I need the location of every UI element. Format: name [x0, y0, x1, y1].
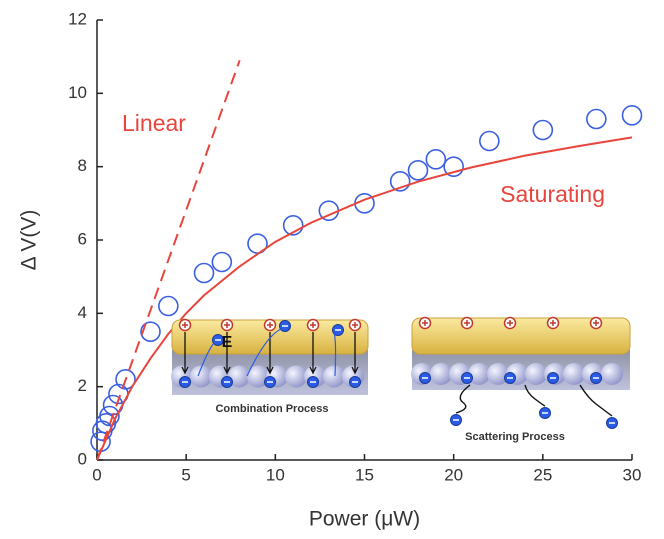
field-label: E [222, 334, 233, 351]
data-point [443, 156, 464, 177]
recombine-path [333, 332, 337, 377]
x-tick-label: 5 [181, 465, 190, 484]
recombine-path [246, 328, 282, 377]
y-tick-label: 8 [78, 156, 87, 175]
y-tick-label: 0 [78, 449, 87, 468]
x-tick-label: 0 [92, 465, 101, 484]
data-point [115, 369, 136, 390]
y-tick-label: 4 [78, 303, 87, 322]
data-point [586, 108, 607, 130]
hole-sign [224, 322, 230, 328]
hole-sign [550, 320, 556, 326]
data-point [425, 149, 447, 170]
scatter-path [579, 384, 613, 417]
curve-label: Saturating [500, 181, 605, 207]
x-tick-label: 15 [355, 465, 374, 484]
data-point [389, 171, 411, 192]
x-tick-label: 25 [533, 465, 552, 484]
data-point [407, 160, 429, 181]
fit-line [96, 136, 633, 461]
data-point [479, 130, 500, 152]
plot-area: Linear Saturating [90, 59, 643, 461]
inset-caption: Combination Process [215, 403, 328, 415]
field-arrow [309, 332, 317, 375]
field-arrow [181, 332, 189, 375]
data-point [211, 251, 233, 273]
hole-sign [593, 320, 599, 326]
atom [285, 365, 307, 388]
atom [487, 363, 509, 385]
hole-sign [267, 322, 273, 328]
insets: E Combination Process Scattering Process [171, 316, 631, 443]
atom [430, 363, 452, 385]
fit-line [96, 59, 241, 461]
atom [525, 363, 547, 385]
inset-caption: Scattering Process [465, 431, 565, 443]
scatter-path [524, 384, 546, 407]
data-point [532, 119, 554, 141]
hole-sign [310, 322, 316, 328]
y-tick-label: 6 [78, 229, 87, 248]
y-tick-label: 10 [68, 83, 87, 102]
field-arrow [351, 332, 359, 375]
hole-sign [507, 320, 513, 326]
x-tick-label: 20 [444, 465, 463, 484]
data-point [99, 405, 120, 427]
atom [190, 365, 212, 388]
data-point [193, 262, 215, 284]
data-point [621, 105, 643, 126]
data-point [282, 215, 304, 236]
y-tick-label: 2 [78, 376, 87, 395]
recombine-path [197, 342, 215, 377]
x-tick-label: 30 [623, 465, 642, 484]
hole-sign [464, 320, 470, 326]
hole-sign [182, 322, 188, 328]
x-axis-label: Power (μW) [309, 508, 420, 531]
atom [228, 365, 250, 388]
atom [601, 363, 623, 385]
atom [563, 363, 585, 385]
hole-sign [422, 320, 428, 326]
data-point [158, 295, 179, 317]
atom [323, 365, 345, 388]
y-axis-label: Δ V(V) [18, 210, 41, 271]
axes: 0 5 10 15 20 25 30 0 2 4 6 8 10 12 Power (μW) Δ V(V) [18, 9, 642, 530]
scatter-path [455, 384, 471, 414]
atom [247, 365, 269, 388]
data-point [140, 321, 161, 342]
atom [468, 363, 490, 385]
y-tick-label: 12 [68, 9, 87, 28]
hole-sign [352, 322, 358, 328]
curve-label: Linear [122, 110, 186, 136]
field-arrow [223, 332, 231, 375]
x-tick-label: 10 [266, 465, 285, 484]
